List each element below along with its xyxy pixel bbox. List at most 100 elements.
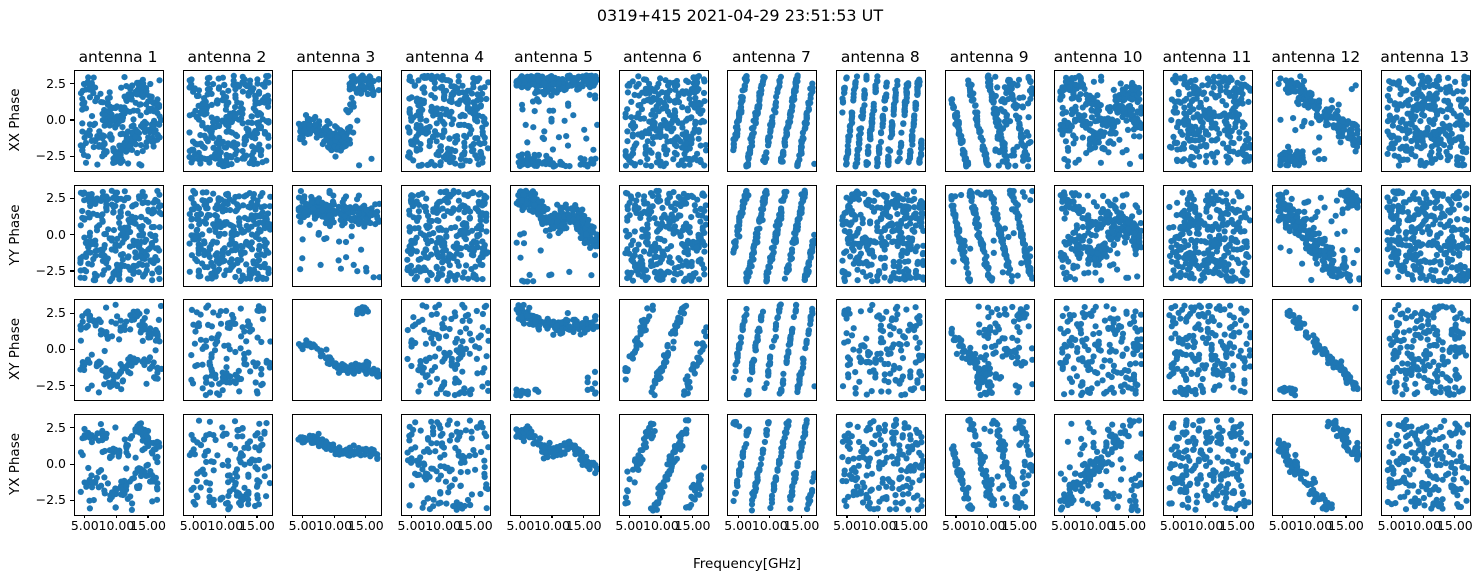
subplot-title-antenna-12: antenna 12 — [1271, 48, 1361, 66]
x-tick-label: 10.00 — [425, 518, 462, 534]
subplot-title-antenna-6: antenna 6 — [623, 48, 702, 66]
y-tick-label: 0.0 — [46, 456, 66, 472]
x-tick-label: 10.00 — [98, 518, 135, 534]
x-tick-mark — [256, 514, 258, 519]
scatter-points-yy-antenna-2 — [186, 187, 272, 284]
scatter-points-yy-antenna-7 — [730, 187, 817, 285]
plot-xx-antenna-10 — [1054, 70, 1145, 172]
x-tick-mark — [878, 514, 880, 519]
x-tick-mark — [1313, 514, 1315, 519]
x-tick-mark — [115, 514, 117, 519]
scatter-points-yx-antenna-4 — [404, 417, 490, 513]
plot-xy-antenna-6 — [618, 299, 709, 402]
x-tick-label: 10.00 — [1296, 518, 1333, 534]
x-tick-label: 15.00 — [1110, 518, 1147, 534]
scatter-points-yx-antenna-2 — [186, 417, 272, 513]
x-tick-mark — [410, 514, 413, 519]
x-tick-label: 5.00 — [397, 518, 426, 534]
x-tick-mark — [737, 514, 739, 519]
x-tick-label: 10.00 — [1187, 518, 1224, 534]
x-tick-mark — [301, 514, 304, 519]
subplot-title-antenna-5: antenna 5 — [514, 48, 594, 66]
x-tick-mark — [660, 514, 662, 519]
scatter-points-yx-antenna-13 — [1384, 416, 1470, 513]
x-tick-label: 10.00 — [751, 518, 788, 534]
plot-xx-antenna-9 — [945, 70, 1036, 172]
x-tick-mark — [583, 514, 585, 519]
x-tick-mark — [442, 514, 444, 519]
scatter-points-yx-antenna-6 — [621, 417, 707, 514]
x-tick-label: 5.00 — [179, 518, 208, 534]
x-tick-label: 15.00 — [1328, 518, 1364, 534]
plot-yx-antenna-13 — [1380, 414, 1471, 517]
plot-yx-antenna-8 — [836, 414, 927, 517]
x-tick-label: 10.00 — [534, 518, 570, 534]
scatter-points-xy-antenna-13 — [1386, 302, 1470, 399]
plot-yy-antenna-12 — [1271, 184, 1362, 287]
x-tick-mark — [147, 514, 149, 519]
scatter-points-yy-antenna-11 — [1166, 188, 1252, 284]
plot-yy-antenna-5 — [509, 184, 600, 287]
x-tick-label: 15.00 — [456, 518, 493, 534]
x-tick-label: 15.00 — [1219, 518, 1255, 534]
x-tick-mark — [1454, 514, 1456, 519]
y-tick-label: 2.5 — [46, 419, 66, 435]
scatter-points-xy-antenna-10 — [1057, 303, 1144, 399]
scatter-points-xx-antenna-13 — [1384, 72, 1470, 169]
plot-xy-antenna-8 — [836, 299, 927, 402]
scatter-points-yy-antenna-10 — [1057, 188, 1144, 284]
y-tick-mark — [70, 499, 74, 501]
scatter-points-yx-antenna-7 — [730, 417, 817, 514]
x-tick-label: 15.00 — [565, 518, 602, 534]
plot-yx-antenna-4 — [400, 414, 491, 517]
plot-yx-antenna-2 — [182, 414, 273, 517]
plot-yx-antenna-9 — [945, 414, 1036, 517]
scatter-points-yx-antenna-3 — [295, 430, 381, 463]
x-tick-mark — [84, 514, 86, 519]
scatter-points-yx-antenna-11 — [1166, 417, 1252, 513]
scatter-points-yx-antenna-9 — [949, 416, 1035, 513]
x-tick-mark — [1282, 514, 1284, 519]
x-axis-label: Frequency[GHz] — [693, 556, 801, 572]
x-tick-mark — [1204, 514, 1206, 519]
x-tick-label: 5.00 — [1050, 518, 1079, 534]
x-tick-mark — [691, 514, 694, 519]
y-tick-mark — [70, 270, 74, 272]
x-tick-label: 10.00 — [316, 518, 353, 534]
plot-xx-antenna-12 — [1271, 70, 1362, 172]
scatter-points-yy-antenna-13 — [1384, 187, 1470, 284]
plot-xx-antenna-7 — [727, 70, 818, 172]
x-tick-mark — [987, 514, 989, 519]
scatter-points-yy-antenna-5 — [513, 187, 599, 285]
scatter-points-xx-antenna-1 — [77, 74, 163, 169]
scatter-points-yx-antenna-1 — [77, 420, 163, 514]
x-tick-label: 10.00 — [643, 518, 679, 534]
plot-yy-antenna-10 — [1054, 184, 1145, 287]
x-tick-label: 15.00 — [674, 518, 711, 534]
plot-xx-antenna-2 — [182, 70, 273, 172]
y-tick-label: −2.5 — [35, 262, 66, 278]
y-tick-label: 2.5 — [46, 190, 66, 206]
scatter-points-xx-antenna-12 — [1275, 73, 1361, 169]
x-tick-mark — [474, 514, 476, 519]
figure-title: 0319+415 2021-04-29 23:51:53 UT — [596, 6, 884, 25]
x-tick-label: 15.00 — [239, 518, 275, 534]
x-tick-mark — [1345, 514, 1347, 519]
y-tick-mark — [70, 155, 74, 157]
x-tick-mark — [1390, 514, 1393, 519]
plot-xx-antenna-6 — [618, 70, 709, 172]
scatter-points-xy-antenna-11 — [1166, 302, 1252, 399]
subplot-title-antenna-11: antenna 11 — [1162, 48, 1252, 66]
plot-xy-antenna-4 — [400, 299, 491, 402]
plot-yy-antenna-9 — [945, 184, 1036, 287]
scatter-points-yx-antenna-8 — [839, 416, 926, 513]
y-tick-mark — [70, 83, 74, 85]
subplot-title-antenna-4: antenna 4 — [405, 48, 485, 66]
y-tick-label: −2.5 — [35, 148, 66, 164]
x-tick-label: 5.00 — [1268, 518, 1297, 534]
plot-yx-antenna-10 — [1054, 414, 1145, 517]
x-tick-label: 15.00 — [130, 518, 166, 534]
x-tick-mark — [1018, 514, 1020, 519]
scatter-points-xx-antenna-4 — [404, 72, 490, 169]
